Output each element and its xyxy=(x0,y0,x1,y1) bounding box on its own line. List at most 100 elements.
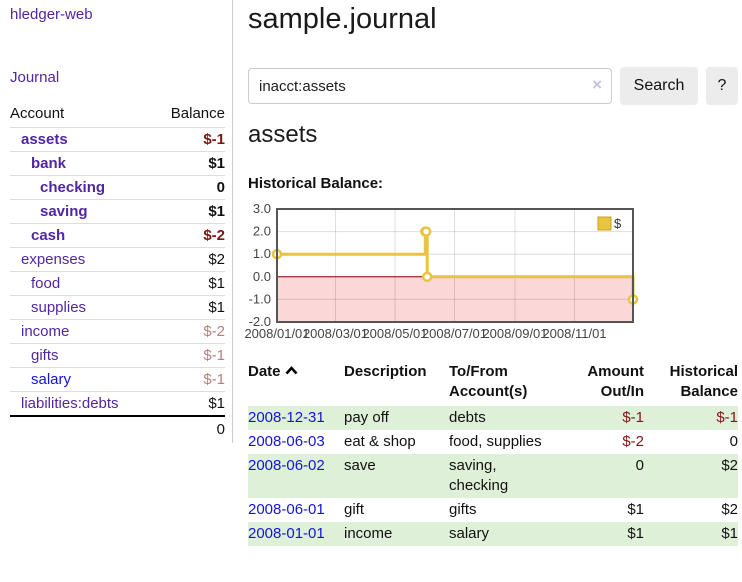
account-balance: $-2 xyxy=(153,223,225,248)
register-column-header[interactable]: Date xyxy=(248,361,344,406)
sidebar-account-table: Account Balance assets $-1 bank $1 checking 0… xyxy=(10,102,225,441)
account-row: income $-2 xyxy=(10,319,225,344)
account-balance: $1 xyxy=(153,391,225,417)
date-cell: 2008-06-01 xyxy=(248,498,344,522)
account-link[interactable]: liabilities:debts xyxy=(21,395,119,412)
account-row: assets $-1 xyxy=(10,127,225,152)
accounts-cell: food, supplies xyxy=(449,433,542,450)
balance-column-header: Balance xyxy=(153,102,225,128)
register-row: 2008-06-02 save saving, checking 0 $2 xyxy=(248,454,738,498)
account-balance: $1 xyxy=(153,199,225,224)
account-row: supplies $1 xyxy=(10,295,225,320)
sidebar-account-rows: assets $-1 bank $1 checking 0 saving $1 cash $-2 e… xyxy=(10,127,225,442)
account-balance: $-1 xyxy=(153,127,225,152)
transaction-date-link[interactable]: 2008-06-02 xyxy=(248,457,325,474)
balance-cell: $1 xyxy=(721,525,738,542)
register-row: 2008-01-01 income salary $1 $1 xyxy=(248,522,738,546)
search-button[interactable]: Search xyxy=(620,67,698,105)
transaction-date-link[interactable]: 2008-01-01 xyxy=(248,525,325,542)
historical-balance-chart: $3.0 2.0 1.0 0.0 -1.0 -2.02008/01/012008/03/0… xyxy=(244,201,639,341)
account-cell: liabilities:debts xyxy=(10,391,154,417)
account-row: liabilities:debts $1 xyxy=(10,391,225,417)
account-balance: 0 xyxy=(153,175,225,200)
account-balance: $1 xyxy=(153,151,225,176)
transaction-date-link[interactable]: 2008-06-03 xyxy=(248,433,325,450)
register-header-row: Date Description To/From Account(s) Amount… xyxy=(248,361,738,406)
amount-cell: $-2 xyxy=(622,433,644,450)
transaction-date-link[interactable]: 2008-06-01 xyxy=(248,501,325,518)
account-balance: $2 xyxy=(153,247,225,272)
accounts-cell: debts xyxy=(449,409,486,426)
account-cell: bank xyxy=(10,151,154,176)
account-cell: expenses xyxy=(10,247,154,272)
x-axis-tick-label: 2008/09/01 xyxy=(482,326,547,341)
search-box: × xyxy=(248,68,612,104)
x-axis-tick-label: 2008/05/01 xyxy=(362,326,427,341)
historical-balance-label: Historical Balance: xyxy=(248,175,384,192)
transaction-date-link[interactable]: 2008-12-31 xyxy=(248,409,325,426)
account-link[interactable]: saving xyxy=(40,203,88,220)
account-link[interactable]: checking xyxy=(40,179,106,196)
amount-cell: 0 xyxy=(635,457,644,474)
date-cell: 2008-06-02 xyxy=(248,454,344,498)
account-cell: checking xyxy=(10,175,154,200)
amount-cell: $-1 xyxy=(622,409,644,426)
y-axis-tick-label: 0.0 xyxy=(253,269,271,284)
account-balance: $-2 xyxy=(153,319,225,344)
search-input[interactable] xyxy=(248,68,612,104)
register-rows: 2008-12-31 pay off debts $-1 $-1 2008-06-03 ea… xyxy=(248,406,738,546)
account-row: checking 0 xyxy=(10,175,225,200)
account-row: food $1 xyxy=(10,271,225,296)
date-cell: 2008-12-31 xyxy=(248,406,344,430)
sidebar-item-journal[interactable]: Journal xyxy=(10,69,60,86)
account-link[interactable]: gifts xyxy=(31,347,59,364)
legend-swatch xyxy=(597,216,612,231)
register-row: 2008-06-03 eat & shop food, supplies $-2 0 xyxy=(248,430,738,454)
accounts-cell: gifts xyxy=(449,501,477,518)
x-axis-tick-label: 2008/11/01 xyxy=(542,326,606,341)
description-cell: save xyxy=(344,457,376,474)
page-title: sample.journal xyxy=(248,3,437,35)
register-row: 2008-12-31 pay off debts $-1 $-1 xyxy=(248,406,738,430)
account-link[interactable]: salary xyxy=(31,371,72,388)
account-balance: $-1 xyxy=(153,343,225,368)
balance-cell: $2 xyxy=(721,457,738,474)
account-cell: gifts xyxy=(10,343,154,368)
account-total-balance: 0 xyxy=(216,421,225,438)
help-button[interactable]: ? xyxy=(706,67,738,105)
clear-search-icon[interactable]: × xyxy=(592,75,602,94)
x-axis-tick-label: 2008/01/01 xyxy=(244,326,309,341)
account-link[interactable]: cash xyxy=(31,227,66,244)
accounts-cell: salary xyxy=(449,525,490,542)
description-cell: income xyxy=(344,525,393,542)
date-cell: 2008-06-03 xyxy=(248,430,344,454)
account-link[interactable]: bank xyxy=(31,155,67,172)
account-link[interactable]: assets xyxy=(21,131,68,148)
sort-ascending-icon xyxy=(285,366,298,375)
date-cell: 2008-01-01 xyxy=(248,522,344,546)
y-axis-tick-label: -1.0 xyxy=(249,291,271,306)
account-link[interactable]: income xyxy=(21,323,70,340)
register-column-header: To/From Account(s) xyxy=(449,363,528,400)
balance-cell: $2 xyxy=(721,501,738,518)
account-row: bank $1 xyxy=(10,151,225,176)
account-link[interactable]: expenses xyxy=(21,251,86,268)
register-column-header: Amount Out/In xyxy=(587,363,644,400)
sidebar-table-header: Account Balance xyxy=(10,102,225,128)
account-link[interactable]: food xyxy=(31,275,61,292)
account-cell: income xyxy=(10,319,154,344)
account-column-header: Account xyxy=(10,102,154,128)
account-link[interactable]: supplies xyxy=(31,299,87,316)
x-axis-tick-label: 2008/07/01 xyxy=(422,326,487,341)
account-balance: $-1 xyxy=(153,367,225,392)
account-balance: $1 xyxy=(153,271,225,296)
account-cell: saving xyxy=(10,199,154,224)
balance-cell: $-1 xyxy=(716,409,738,426)
account-row: cash $-2 xyxy=(10,223,225,248)
brand-link[interactable]: hledger-web xyxy=(10,6,93,23)
account-row: saving $1 xyxy=(10,199,225,224)
balance-cell: 0 xyxy=(729,433,738,450)
register-table: Date Description To/From Account(s) Amount… xyxy=(248,361,738,546)
description-cell: eat & shop xyxy=(344,433,416,450)
register-column-header: Historical Balance xyxy=(669,363,738,400)
